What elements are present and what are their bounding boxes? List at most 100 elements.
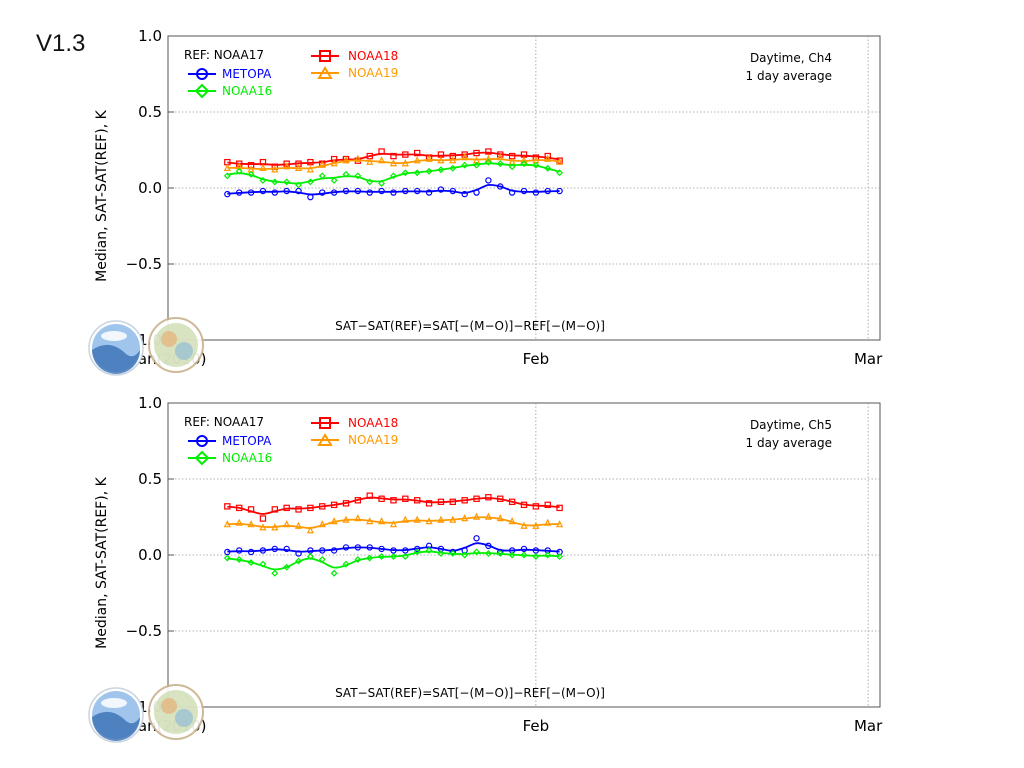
noaa-logo-bird xyxy=(101,698,127,708)
data-point xyxy=(295,550,302,557)
data-point xyxy=(497,151,504,158)
data-point xyxy=(449,550,457,557)
data-point xyxy=(247,520,255,528)
data-point xyxy=(473,548,480,556)
mirs-logo xyxy=(148,317,204,373)
data-point xyxy=(425,500,433,507)
data-point xyxy=(520,521,528,529)
data-point xyxy=(271,506,279,513)
data-point xyxy=(544,501,551,509)
data-point xyxy=(544,154,552,162)
data-point xyxy=(496,153,504,161)
legend-triangle-marker xyxy=(317,433,333,446)
legend-label: METOPA xyxy=(222,434,272,448)
data-point xyxy=(378,517,386,525)
data-point xyxy=(449,164,457,172)
legend-diamond-marker xyxy=(194,83,210,99)
data-point xyxy=(544,187,551,195)
legend-label: NOAA18 xyxy=(348,49,398,63)
data-point xyxy=(306,553,314,560)
data-point xyxy=(390,547,397,554)
data-point xyxy=(520,187,528,195)
data-point xyxy=(342,187,350,195)
mirs-logo-globe xyxy=(154,690,198,734)
chart-panel-bottom: 1.00.50.0−0.5−1.0Jan(2010)FebMarMedian, … xyxy=(88,394,883,743)
data-point xyxy=(461,514,469,522)
data-point xyxy=(520,551,528,559)
data-point xyxy=(259,176,267,184)
data-point xyxy=(235,556,243,564)
y-tick-label: 1.0 xyxy=(138,27,162,45)
legend-label: NOAA16 xyxy=(222,84,272,98)
series-noaa19 xyxy=(223,512,564,534)
data-point xyxy=(401,553,409,560)
data-point xyxy=(402,495,409,502)
y-tick-label: 0.5 xyxy=(138,470,162,488)
data-point xyxy=(283,504,290,512)
data-point xyxy=(354,514,362,522)
y-tick-label: −0.5 xyxy=(126,622,162,640)
annotation-text: Daytime, Ch5 xyxy=(750,418,832,432)
x-tick-label: Mar xyxy=(854,717,883,735)
data-point xyxy=(508,517,516,525)
legend-item-metopa: METOPA xyxy=(188,434,272,448)
data-point xyxy=(319,503,326,510)
data-point xyxy=(259,547,267,554)
data-point xyxy=(224,503,231,510)
data-point xyxy=(413,515,421,523)
data-point xyxy=(437,515,445,523)
annotation-text: Daytime, Ch4 xyxy=(750,51,832,65)
y-tick-label: 0.0 xyxy=(138,546,162,564)
noaa-logo xyxy=(88,687,144,743)
data-point xyxy=(556,157,564,165)
data-point xyxy=(437,156,445,164)
data-point xyxy=(402,151,409,158)
x-tick-label: Feb xyxy=(523,717,550,735)
data-point xyxy=(461,497,468,504)
data-point xyxy=(473,495,480,502)
y-axis-label: Median, SAT-SAT(REF), K xyxy=(94,109,110,281)
data-point xyxy=(354,154,362,162)
data-point xyxy=(366,157,374,165)
data-point xyxy=(235,167,243,175)
data-point xyxy=(378,495,385,502)
legend-item-noaa16: NOAA16 xyxy=(188,83,272,99)
annotation-text: 1 day average xyxy=(746,69,832,83)
data-point xyxy=(401,515,409,523)
data-point xyxy=(389,159,398,167)
data-point xyxy=(330,517,338,525)
series-line xyxy=(227,151,560,166)
data-point xyxy=(224,548,231,556)
data-point xyxy=(390,189,397,196)
data-point xyxy=(401,159,409,167)
data-point xyxy=(485,542,492,550)
data-point xyxy=(390,172,397,180)
data-point xyxy=(425,546,433,554)
data-point xyxy=(425,517,433,525)
data-point xyxy=(532,161,540,169)
data-point xyxy=(390,553,397,560)
legend-label: NOAA19 xyxy=(348,433,398,447)
data-point xyxy=(401,169,409,177)
data-point xyxy=(461,153,469,161)
data-point xyxy=(271,545,278,553)
data-point xyxy=(425,167,433,175)
data-point xyxy=(532,547,540,554)
legend-item-noaa18: NOAA18 xyxy=(311,49,398,63)
data-point xyxy=(306,165,314,173)
legend-diamond-marker xyxy=(194,450,210,466)
y-tick-label: 1.0 xyxy=(138,394,162,412)
data-point xyxy=(259,560,267,568)
data-point xyxy=(307,547,314,554)
legend-circle-marker xyxy=(196,68,208,80)
mirs-logo-spot xyxy=(175,342,193,360)
mirs-logo-globe xyxy=(154,323,198,367)
data-point xyxy=(259,163,267,171)
data-point xyxy=(330,569,338,577)
data-point xyxy=(390,497,397,504)
data-point xyxy=(330,189,338,196)
data-point xyxy=(378,545,385,553)
data-point xyxy=(283,545,290,553)
version-label: V1.3 xyxy=(36,30,86,57)
